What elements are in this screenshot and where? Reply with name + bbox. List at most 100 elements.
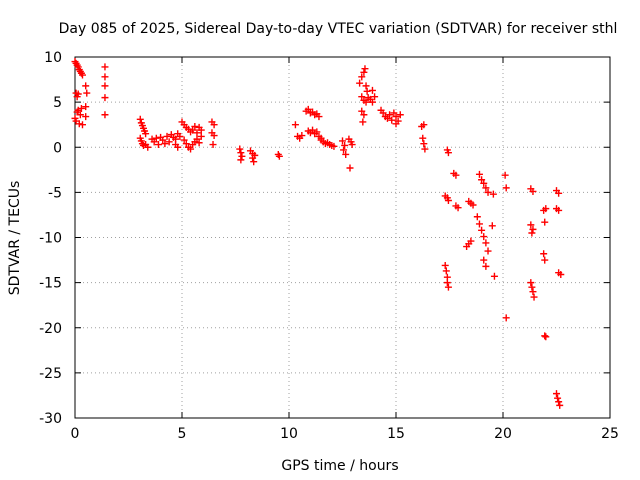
plot-frame bbox=[74, 56, 611, 419]
data-point bbox=[475, 220, 483, 228]
data-point bbox=[554, 394, 562, 402]
data-point bbox=[482, 239, 490, 247]
data-point bbox=[187, 145, 195, 153]
data-point bbox=[392, 113, 400, 121]
data-point bbox=[368, 98, 376, 106]
data-point bbox=[555, 189, 563, 197]
data-point bbox=[142, 130, 150, 138]
data-point bbox=[78, 71, 86, 79]
data-point bbox=[541, 332, 549, 340]
data-point bbox=[442, 267, 450, 275]
data-point bbox=[193, 135, 201, 143]
y-tick-label: 10 bbox=[44, 50, 62, 66]
data-point bbox=[191, 122, 199, 130]
data-point bbox=[180, 136, 188, 144]
data-point bbox=[529, 225, 537, 233]
data-point bbox=[136, 115, 144, 123]
data-point bbox=[527, 279, 535, 287]
data-point bbox=[340, 146, 348, 154]
data-point bbox=[210, 121, 218, 129]
data-point bbox=[356, 79, 364, 87]
data-point bbox=[275, 152, 283, 160]
data-point bbox=[101, 111, 109, 119]
data-point bbox=[82, 113, 90, 121]
data-point bbox=[358, 93, 366, 101]
data-point bbox=[379, 109, 387, 117]
data-point bbox=[82, 103, 90, 111]
data-point bbox=[75, 120, 83, 128]
data-point bbox=[237, 149, 245, 157]
data-point bbox=[298, 132, 306, 140]
data-point bbox=[502, 184, 510, 192]
data-point bbox=[542, 205, 550, 213]
data-point bbox=[150, 138, 158, 146]
data-point bbox=[383, 114, 391, 122]
data-point bbox=[189, 126, 197, 134]
data-point bbox=[209, 141, 217, 149]
data-point bbox=[501, 171, 509, 179]
data-point bbox=[361, 65, 369, 73]
data-point bbox=[78, 121, 86, 129]
data-point bbox=[482, 184, 490, 192]
data-point bbox=[528, 283, 536, 291]
data-point bbox=[473, 213, 481, 221]
data-point bbox=[101, 94, 109, 102]
y-tick-label: -5 bbox=[48, 185, 62, 201]
data-point bbox=[530, 293, 538, 301]
data-point bbox=[197, 132, 205, 140]
y-tick-label: 5 bbox=[53, 95, 62, 111]
x-tick-label: 10 bbox=[280, 426, 298, 442]
data-series bbox=[71, 58, 565, 409]
data-point bbox=[77, 104, 85, 112]
data-point bbox=[421, 145, 429, 153]
data-point bbox=[76, 111, 84, 119]
data-point bbox=[420, 121, 428, 129]
data-point bbox=[358, 107, 366, 115]
data-point bbox=[556, 401, 564, 409]
data-point bbox=[478, 226, 486, 234]
data-point bbox=[210, 132, 218, 140]
data-point bbox=[475, 170, 483, 178]
data-point bbox=[484, 247, 492, 255]
data-point bbox=[484, 188, 492, 196]
data-point bbox=[502, 314, 510, 322]
data-point bbox=[489, 190, 497, 198]
data-point bbox=[444, 283, 452, 291]
chart-title: Day 085 of 2025, Sidereal Day-to-day VTE… bbox=[59, 21, 618, 37]
data-point bbox=[529, 187, 537, 195]
data-point bbox=[101, 63, 109, 71]
data-point bbox=[469, 201, 477, 209]
data-point bbox=[238, 152, 246, 160]
data-point bbox=[480, 179, 488, 187]
data-point bbox=[390, 109, 398, 117]
y-tick-label: 0 bbox=[53, 140, 62, 156]
data-point bbox=[339, 137, 346, 145]
x-tick-label: 15 bbox=[387, 426, 405, 442]
data-point bbox=[249, 154, 257, 162]
data-point bbox=[152, 134, 160, 142]
data-point bbox=[165, 138, 173, 146]
data-point bbox=[555, 206, 563, 214]
y-tick-label: -15 bbox=[39, 276, 62, 292]
data-point bbox=[388, 116, 396, 124]
data-point bbox=[163, 132, 171, 140]
data-point bbox=[83, 89, 91, 97]
data-point bbox=[176, 132, 184, 140]
y-axis-label: SDTVAR / TECUs bbox=[7, 181, 23, 296]
x-tick-label: 0 bbox=[71, 426, 80, 442]
data-point bbox=[161, 140, 169, 148]
data-point bbox=[490, 272, 498, 280]
data-point bbox=[553, 390, 560, 398]
data-point bbox=[363, 87, 371, 95]
data-point bbox=[527, 221, 535, 229]
data-point bbox=[182, 140, 190, 148]
data-point bbox=[542, 333, 550, 341]
data-point bbox=[101, 82, 109, 90]
x-tick-label: 25 bbox=[601, 426, 619, 442]
data-point bbox=[159, 136, 167, 144]
data-point bbox=[360, 111, 368, 119]
data-point bbox=[174, 143, 182, 151]
data-point bbox=[362, 82, 370, 90]
